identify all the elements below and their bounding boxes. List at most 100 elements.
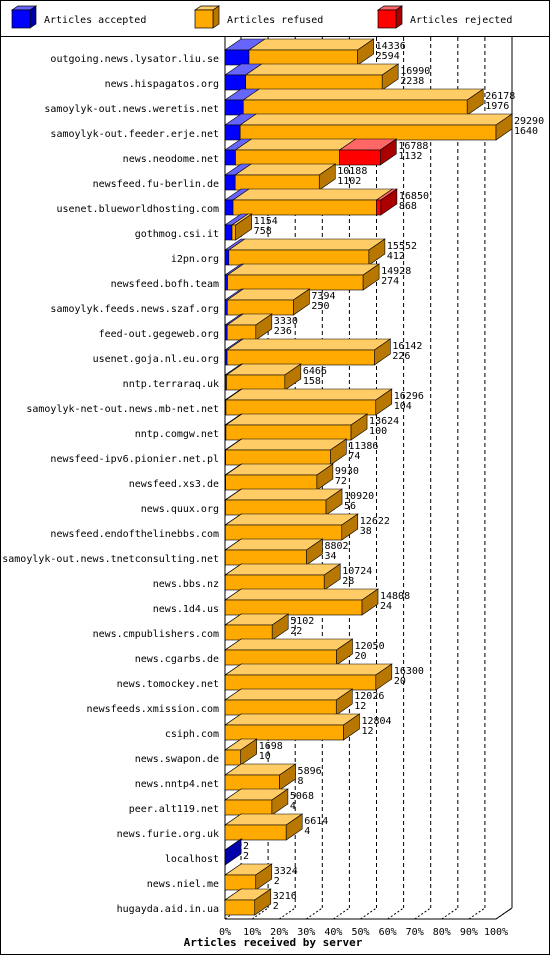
bar-segment-refused-top [224, 563, 342, 576]
bar-side-face [255, 863, 273, 891]
bar-side-face [240, 738, 258, 766]
x-tick-labels: 0% 10% 20% 30% 40% 50% 60% 70% 80% 90% 100% [219, 927, 508, 938]
bar-side-face [357, 38, 374, 66]
category-label: nntp.terraraq.uk [123, 379, 219, 390]
value-label-accepted: 2 [243, 851, 249, 862]
value-label-total: 10724 [342, 566, 372, 577]
bar-segment-accepted [224, 299, 228, 316]
bar-segment-accepted [224, 199, 234, 216]
value-label-accepted: 1640 [514, 126, 538, 137]
value-label-total: 16788 [398, 141, 428, 152]
value-label-total: 9930 [335, 466, 359, 477]
bar-row [224, 263, 381, 291]
bar-row [224, 338, 392, 366]
value-label-accepted: 34 [324, 551, 336, 562]
value-label-accepted: 236 [274, 326, 292, 337]
bar-segment-refused [226, 324, 257, 341]
grid-floor-line [468, 907, 486, 920]
bar-side-face [495, 113, 513, 141]
bar-segment-refused [248, 49, 358, 66]
bar-segment-accepted [224, 149, 236, 166]
bar-segment-refused-top [242, 88, 485, 101]
bar-side-face [374, 338, 391, 366]
bar-side-face [255, 313, 273, 341]
bar-segment-refused-top [224, 513, 359, 526]
bar-segment-refused [224, 799, 273, 816]
value-label-accepted: 12 [354, 701, 366, 712]
bar-segment-accepted [224, 274, 228, 291]
value-label-total: 5102 [290, 616, 314, 627]
bar-side-face [306, 538, 323, 566]
value-label-accepted: 2594 [376, 51, 400, 62]
category-label: samoylyk-out.feeder.erje.net [50, 129, 219, 140]
value-label-accepted: 2 [274, 876, 280, 887]
bar-row [224, 788, 289, 816]
category-label: news.neodome.net [123, 154, 219, 165]
bar-segment-refused [231, 224, 236, 241]
bar-segment-refused-top [224, 388, 393, 401]
value-label-total: 7394 [311, 291, 335, 302]
category-label: newsfeed-ipv6.pionier.net.pl [50, 454, 219, 465]
bar-row [224, 488, 344, 516]
legend-item-refused: Articles refused [193, 5, 323, 29]
grid-floor-line [387, 907, 404, 920]
value-label-total: 3330 [274, 316, 298, 327]
category-label: newsfeed.bofh.team [111, 279, 219, 290]
bar-segment-accepted [224, 124, 241, 141]
value-label-accepted: 758 [254, 226, 272, 237]
category-label: usenet.goja.nl.eu.org [93, 354, 219, 365]
bar-side-face [343, 713, 360, 741]
grid-floor-line [441, 907, 459, 920]
bar-segment-refused-top [234, 163, 337, 176]
bar-segment-refused [228, 249, 370, 266]
bar-side-face [361, 588, 379, 616]
bar-segment-refused-top [248, 38, 375, 51]
value-label-total: 16850 [399, 191, 429, 202]
bar-row [224, 638, 354, 666]
bar-row [224, 213, 253, 241]
bar-segment-refused [227, 274, 364, 291]
category-label: news.niel.me [147, 879, 219, 890]
value-label-total: 13624 [369, 416, 399, 427]
bar-side-face [380, 138, 397, 166]
value-label-total: 16296 [394, 391, 424, 402]
value-label-total: 26178 [485, 91, 515, 102]
bar-segment-refused [224, 749, 242, 766]
bar-segment-refused [224, 899, 256, 916]
bar-side-face [316, 463, 334, 491]
category-label: samoylyk-net-out.news.mb-net.net [26, 404, 219, 415]
bar-row [224, 813, 304, 841]
bar-row [224, 238, 386, 266]
value-label-accepted: 1976 [485, 101, 509, 112]
bar-segment-refused [245, 74, 383, 91]
bar-segment-refused [225, 549, 307, 566]
value-label-total: 5068 [290, 791, 314, 802]
bar-segment-refused [226, 374, 286, 391]
value-label-total: 8802 [324, 541, 348, 552]
bar-segment-refused-top [226, 338, 392, 351]
bar-row [224, 538, 324, 566]
bar-segment-refused [227, 299, 294, 316]
bar-row [224, 863, 273, 891]
value-label-total: 3216 [273, 891, 297, 902]
category-label: news.tomockey.net [117, 679, 219, 690]
value-label-accepted: 74 [348, 451, 360, 462]
bar-segment-refused [224, 674, 377, 691]
value-label-accepted: 28 [342, 576, 354, 587]
bar-row [224, 63, 400, 91]
category-label: newsfeed.endofthelinebbs.com [50, 529, 219, 540]
bar-row [224, 138, 398, 166]
bar-segment-accepted [224, 99, 244, 116]
bar-side-face [318, 163, 336, 191]
category-label: csiph.com [165, 729, 219, 740]
value-label-accepted: 20 [394, 676, 406, 687]
legend-swatch-refused-side [212, 5, 220, 29]
value-label-accepted: 4 [290, 801, 296, 812]
grid-floor-line [333, 907, 350, 920]
bar-segment-accepted [224, 74, 247, 91]
bar-side-face [375, 388, 393, 416]
bar-row [224, 738, 258, 766]
value-label-accepted: 12 [361, 726, 373, 737]
bar-row [224, 313, 273, 341]
